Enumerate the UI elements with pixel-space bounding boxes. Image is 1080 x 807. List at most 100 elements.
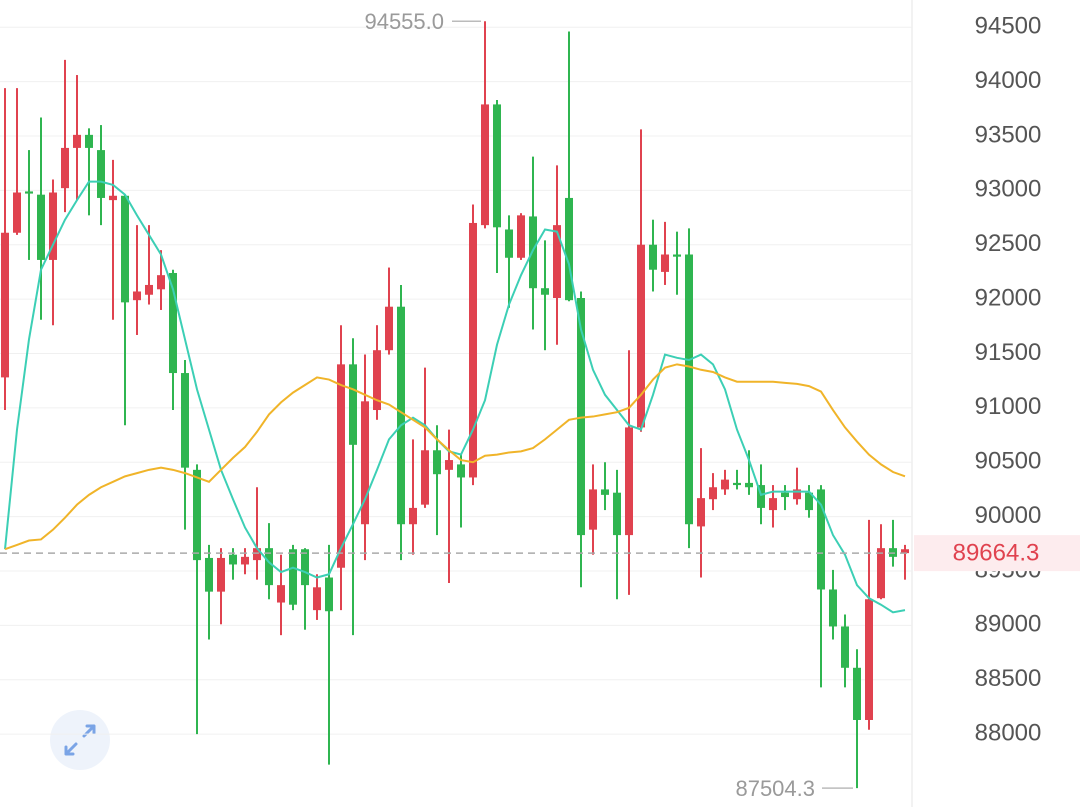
- candle-body: [169, 272, 177, 374]
- candle-body: [709, 487, 717, 500]
- expand-button-bg[interactable]: [50, 710, 110, 770]
- candle-body: [409, 507, 417, 525]
- candle-body: [745, 482, 753, 488]
- y-tick-label: 90000: [975, 502, 1042, 529]
- candle-body: [865, 599, 873, 720]
- candle-body: [361, 401, 369, 525]
- ma-line: [4, 180, 906, 614]
- last-price-label: 89664.3: [953, 539, 1040, 566]
- candle-body: [841, 626, 849, 668]
- candle-body: [13, 192, 21, 233]
- candle-body: [157, 275, 165, 290]
- expand-button[interactable]: [50, 710, 110, 770]
- candle-body: [349, 364, 357, 445]
- candle-body: [601, 489, 609, 495]
- candle-body: [385, 306, 393, 351]
- y-tick-label: 92000: [975, 284, 1042, 311]
- candle-body: [637, 244, 645, 428]
- y-tick-label: 91500: [975, 339, 1042, 366]
- candle-body: [1, 232, 9, 378]
- candle-body: [433, 450, 441, 475]
- candle-body: [181, 373, 189, 468]
- candle-body: [241, 556, 249, 565]
- candle-body: [541, 288, 549, 295]
- candle-body: [577, 298, 585, 536]
- candle-body: [205, 557, 213, 592]
- y-tick-label: 88500: [975, 665, 1042, 692]
- max-label: 94555.0: [364, 9, 444, 34]
- candle-body: [73, 134, 81, 148]
- candle-body: [121, 195, 129, 303]
- y-tick-label: 88000: [975, 719, 1042, 746]
- candle-body: [37, 194, 45, 260]
- expand-icon[interactable]: [64, 724, 96, 756]
- candle-body: [697, 498, 705, 527]
- candle-body: [313, 587, 321, 611]
- y-tick-label: 91000: [975, 393, 1042, 420]
- candle-body: [661, 254, 669, 272]
- y-tick-label: 93000: [975, 176, 1042, 203]
- candle-body: [193, 469, 201, 561]
- min-label: 87504.3: [735, 776, 815, 801]
- candle-body: [373, 350, 381, 411]
- y-tick-label: 94000: [975, 67, 1042, 94]
- candle-body: [769, 498, 777, 511]
- grid: [0, 26, 912, 735]
- ma-line: [4, 363, 906, 551]
- y-tick-label: 92500: [975, 230, 1042, 257]
- candle-body: [817, 489, 825, 590]
- candle-body: [793, 489, 801, 500]
- candle-body: [145, 284, 153, 295]
- candle-body: [829, 589, 837, 627]
- candle-body: [61, 147, 69, 189]
- candle-body: [781, 492, 789, 498]
- candle-body: [481, 104, 489, 226]
- candle-body: [289, 549, 297, 605]
- candle-body: [265, 548, 273, 586]
- candle-body: [901, 549, 909, 554]
- candle-body: [25, 191, 33, 194]
- candle-body: [721, 479, 729, 490]
- candle-body: [505, 229, 513, 258]
- candle-body: [757, 485, 765, 508]
- y-tick-label: 93500: [975, 121, 1042, 148]
- candle-body: [457, 464, 465, 478]
- candle-body: [553, 225, 561, 299]
- candle-body: [421, 450, 429, 505]
- marks: [1, 21, 909, 789]
- candle-body: [445, 460, 453, 470]
- candle-body: [877, 548, 885, 599]
- candle-body: [301, 549, 309, 586]
- candle-body: [673, 254, 681, 257]
- candle-body: [85, 134, 93, 148]
- candle-body: [853, 667, 861, 720]
- candle-body: [397, 306, 405, 525]
- y-tick-label: 90500: [975, 448, 1042, 475]
- candle-body: [325, 577, 333, 612]
- candle-body: [109, 195, 117, 201]
- candle-body: [517, 215, 525, 258]
- candle-body: [733, 482, 741, 486]
- last-price-tag: [914, 535, 1080, 572]
- candle-body: [97, 150, 105, 198]
- candle-body: [493, 104, 501, 228]
- candle-body: [49, 192, 57, 260]
- candle-body: [277, 585, 285, 603]
- candle-body: [469, 222, 477, 478]
- candle-body: [649, 244, 657, 270]
- candle-body: [133, 291, 141, 301]
- y-tick-label: 94500: [975, 13, 1042, 40]
- candle-body: [613, 492, 621, 536]
- candle-body: [625, 427, 633, 536]
- candle-body: [565, 197, 573, 301]
- candle-body: [229, 554, 237, 565]
- candle-body: [337, 364, 345, 568]
- candle-body: [217, 557, 225, 592]
- candle-body: [589, 489, 597, 530]
- y-tick-label: 89000: [975, 611, 1042, 638]
- candle-body: [805, 492, 813, 511]
- candle-body: [685, 254, 693, 525]
- candle-body: [253, 548, 261, 561]
